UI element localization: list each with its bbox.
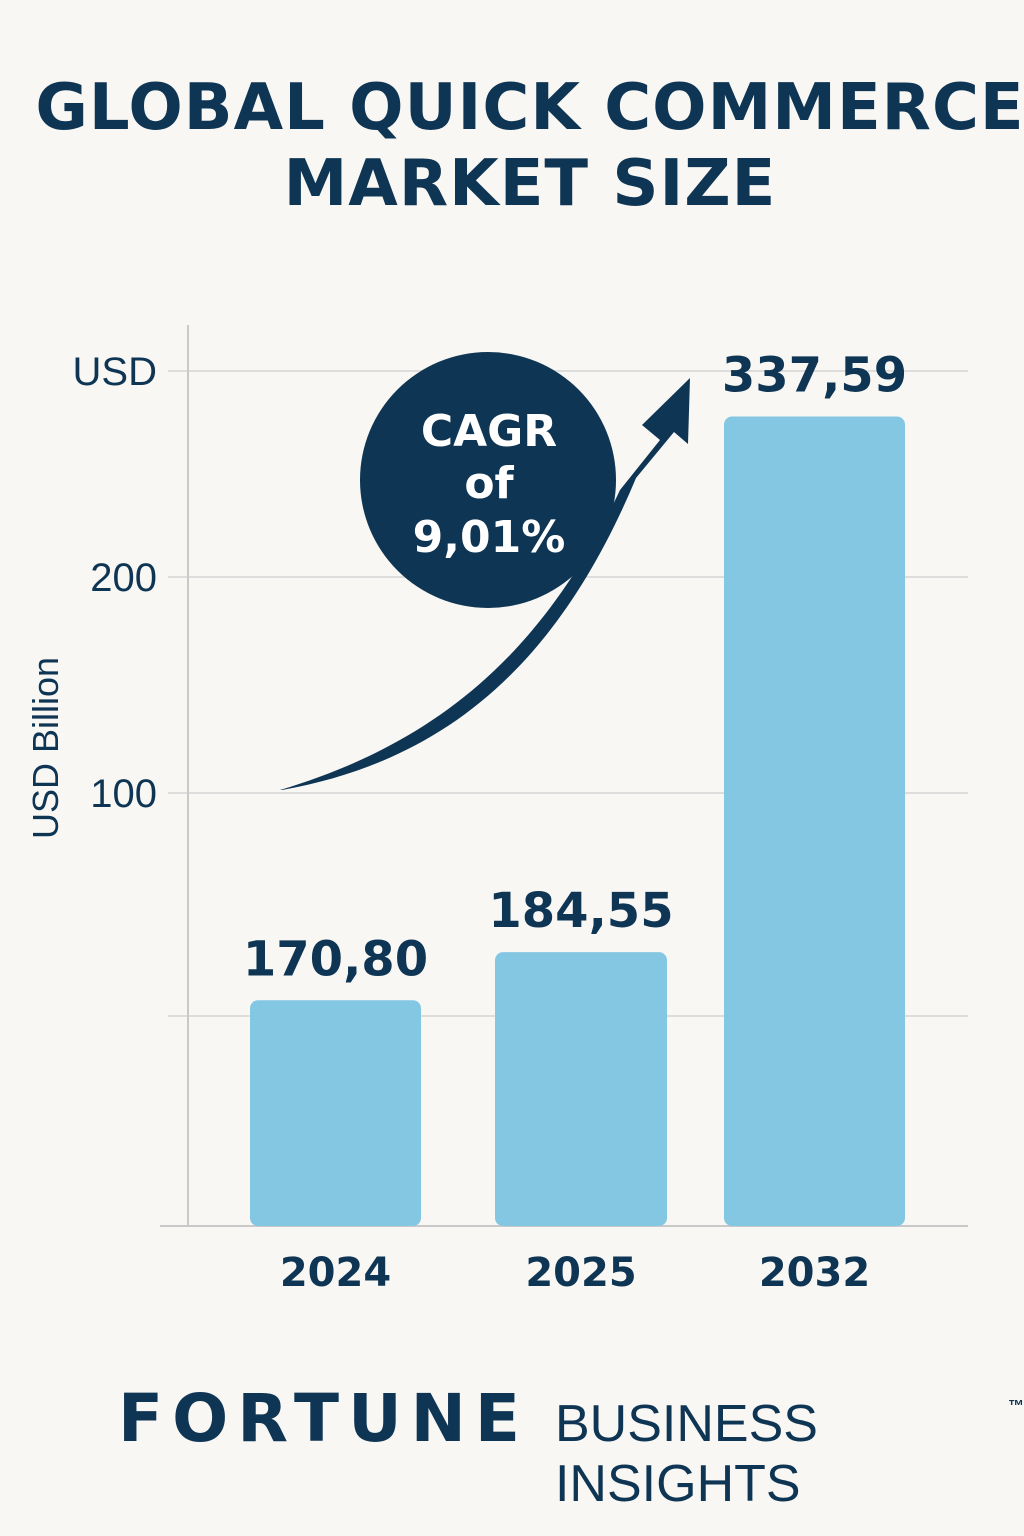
x-tick-label: 2032 [759, 1250, 870, 1296]
data-label: 337,59 [722, 347, 907, 403]
brand-business-insights: BUSINESS INSIGHTS [554, 1395, 818, 1513]
x-tick-label: 2024 [280, 1250, 391, 1296]
cagr-text: of [464, 458, 514, 509]
bar-2024 [250, 1000, 421, 1226]
rising-arrow-icon [280, 378, 690, 790]
y-tick-label: 100 [90, 772, 157, 816]
y-tick-label: USD [73, 350, 157, 394]
x-tick-label: 2025 [525, 1250, 636, 1296]
data-label: 170,80 [243, 931, 428, 987]
cagr-text: CAGR [421, 406, 557, 457]
labels: 100 200 USD USD Billion 170,80 2024 184,55 2025… [25, 347, 907, 1296]
data-label: 184,55 [488, 883, 673, 939]
cagr-circle [360, 352, 616, 608]
brand-trademark: ™ [1008, 1398, 1024, 1415]
brand-fortune: FORTUNE [118, 1380, 529, 1457]
chart-title: GLOBAL QUICK COMMERCE MARKET SIZE [0, 70, 1024, 222]
chart-title-line-1: GLOBAL QUICK COMMERCE [35, 71, 1024, 145]
bar-2025 [495, 952, 667, 1226]
y-tick-label: 200 [90, 556, 157, 600]
cagr-text: 9,01% [413, 512, 566, 563]
y-axis-title: USD Billion [25, 657, 66, 839]
chart-title-line-2: MARKET SIZE [283, 147, 777, 221]
brand-logo: FORTUNE BUSINESS INSIGHTS ™ [118, 1380, 1024, 1513]
bar-2032 [724, 416, 905, 1226]
bars [250, 416, 905, 1226]
